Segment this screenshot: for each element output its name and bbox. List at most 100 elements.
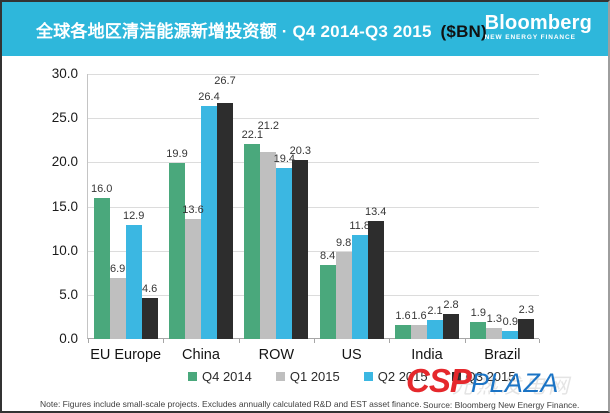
- bar-slot: 4.6: [141, 74, 158, 339]
- x-axis-tick: [314, 339, 315, 343]
- bar-slot: 2.8: [442, 74, 459, 339]
- bar-slot: 1.6: [410, 74, 427, 339]
- category-label: EU Europe: [90, 347, 162, 363]
- bar-value-label: 6.9: [110, 263, 126, 276]
- bar: [319, 264, 336, 339]
- bloomberg-logo-sub: NEW ENERGY FINANCE: [484, 34, 576, 41]
- bar: [260, 151, 277, 339]
- bar: [335, 252, 352, 339]
- category-label: China: [182, 347, 220, 363]
- bar-slot: 13.4: [364, 74, 387, 339]
- bar: [292, 159, 309, 339]
- y-tick-label: 30.0: [51, 66, 78, 81]
- bar-slot: 9.8: [335, 74, 352, 339]
- bar: [470, 322, 487, 339]
- y-tick-label: 10.0: [51, 242, 78, 258]
- bar: [351, 234, 368, 339]
- bloomberg-logo-name: Bloomberg: [484, 12, 592, 34]
- y-axis-labels: 30.0 25.0 20.0 15.0 10.0 5.0 0.0: [16, 66, 78, 346]
- bar-value-label: 1.6: [395, 309, 411, 322]
- bar-slot: 2.1: [426, 74, 443, 339]
- footnote-text: Note: Figures include small-scale projec…: [40, 399, 422, 409]
- bar-value-label: 19.9: [166, 148, 188, 161]
- gridline: [88, 74, 539, 75]
- page-title-text: 全球各地区清洁能源新增投资额 · Q4 2014-Q3 2015: [36, 21, 432, 41]
- bar-value-label: 9.8: [336, 237, 352, 250]
- legend-swatch: [188, 372, 197, 381]
- bar: [276, 167, 293, 339]
- bar-slot: 1.6: [394, 74, 411, 339]
- bar-value-label: 12.9: [122, 210, 145, 223]
- bar-value-label: 8.4: [320, 249, 336, 262]
- bar-slot: 6.9: [109, 74, 126, 339]
- y-tick-label: 15.0: [51, 198, 78, 214]
- watermark-plaza-text: PLAZA: [470, 368, 559, 398]
- bar: [426, 320, 443, 339]
- category-label: Brazil: [484, 347, 521, 363]
- legend-item: Q2 2015: [363, 369, 428, 384]
- bar: [394, 324, 411, 339]
- gridline: [88, 206, 539, 208]
- bar: [486, 327, 503, 339]
- bar-slot: 8.4: [319, 74, 336, 339]
- bar-value-label: 26.4: [198, 90, 220, 103]
- source-text: Source: Bloomberg New Energy Finance.: [423, 400, 580, 410]
- bar: [518, 318, 535, 339]
- bar-slot: 16.0: [90, 74, 113, 339]
- x-axis-tick: [539, 339, 540, 343]
- y-tick-label: 0.0: [59, 331, 78, 346]
- legend-label: Q3 2015: [465, 369, 516, 384]
- bar-value-label: 2.3: [518, 303, 534, 316]
- gridline: [88, 162, 539, 164]
- bar-value-label: 16.0: [90, 182, 113, 195]
- bar: [410, 324, 427, 339]
- bar-group: 8.4 9.8 11.8 13.4 US: [314, 74, 389, 363]
- category-label: India: [411, 347, 443, 363]
- bar-slot: 21.2: [257, 74, 280, 339]
- gridline: [88, 118, 539, 120]
- bar-value-label: 1.3: [486, 312, 502, 325]
- csp-plaza-watermark: 光热发电网 CSP PLAZA: [406, 362, 608, 399]
- bar: [216, 103, 233, 339]
- bar-slot: 13.6: [182, 74, 204, 339]
- x-axis-tick: [88, 339, 89, 343]
- legend-swatch: [451, 372, 461, 381]
- bar-value-label: 1.9: [470, 307, 486, 320]
- gridline: [88, 294, 539, 296]
- x-axis-tick: [464, 339, 466, 343]
- bar-value-label: 22.1: [241, 128, 264, 141]
- bar: [168, 163, 185, 339]
- bar-slot: 22.1: [241, 74, 264, 339]
- bar-group: 22.1 21.2 19.4 20.3 ROW: [239, 74, 314, 363]
- bar: [141, 298, 158, 339]
- bar-value-label: 2.1: [427, 305, 443, 318]
- bar: [367, 220, 384, 339]
- legend-item: Q4 2014: [188, 369, 252, 384]
- bar-value-label: 13.6: [182, 203, 204, 216]
- bar-value-label: 19.4: [273, 152, 296, 165]
- bar-value-label: 21.2: [257, 119, 280, 132]
- bar-slot: 1.3: [486, 74, 503, 339]
- bar-group: 1.6 1.6 2.1 2.8 India: [389, 74, 464, 363]
- bar: [125, 225, 142, 339]
- x-axis-tick: [238, 339, 240, 343]
- bar-value-label: 20.3: [289, 144, 312, 157]
- bar-slot: 19.4: [273, 74, 296, 339]
- bar-slot: 11.8: [349, 74, 370, 339]
- plot-area: 16.0 6.9 12.9 4.6 EU Europe 19.9 13.6 26.4 26.7 C…: [87, 74, 540, 363]
- watermark-csp-text: CSP: [406, 362, 472, 399]
- legend-label: Q2 2015: [377, 369, 428, 384]
- bar-value-label: 13.4: [364, 205, 387, 218]
- bar-value-label: 4.6: [142, 283, 158, 296]
- bar-slot: 12.9: [122, 74, 145, 339]
- bar: [502, 331, 519, 339]
- gridline: [88, 250, 539, 252]
- bar-group: 16.0 6.9 12.9 4.6 EU Europe: [88, 74, 163, 363]
- bar: [244, 143, 261, 339]
- bar-value-label: 0.9: [502, 316, 518, 329]
- category-label: ROW: [258, 347, 295, 363]
- bar: [184, 218, 201, 339]
- header-bar: 全球各地区清洁能源新增投资额 · Q4 2014-Q3 2015 ($BN) B…: [2, 2, 608, 56]
- bar-slot: 2.3: [518, 74, 535, 339]
